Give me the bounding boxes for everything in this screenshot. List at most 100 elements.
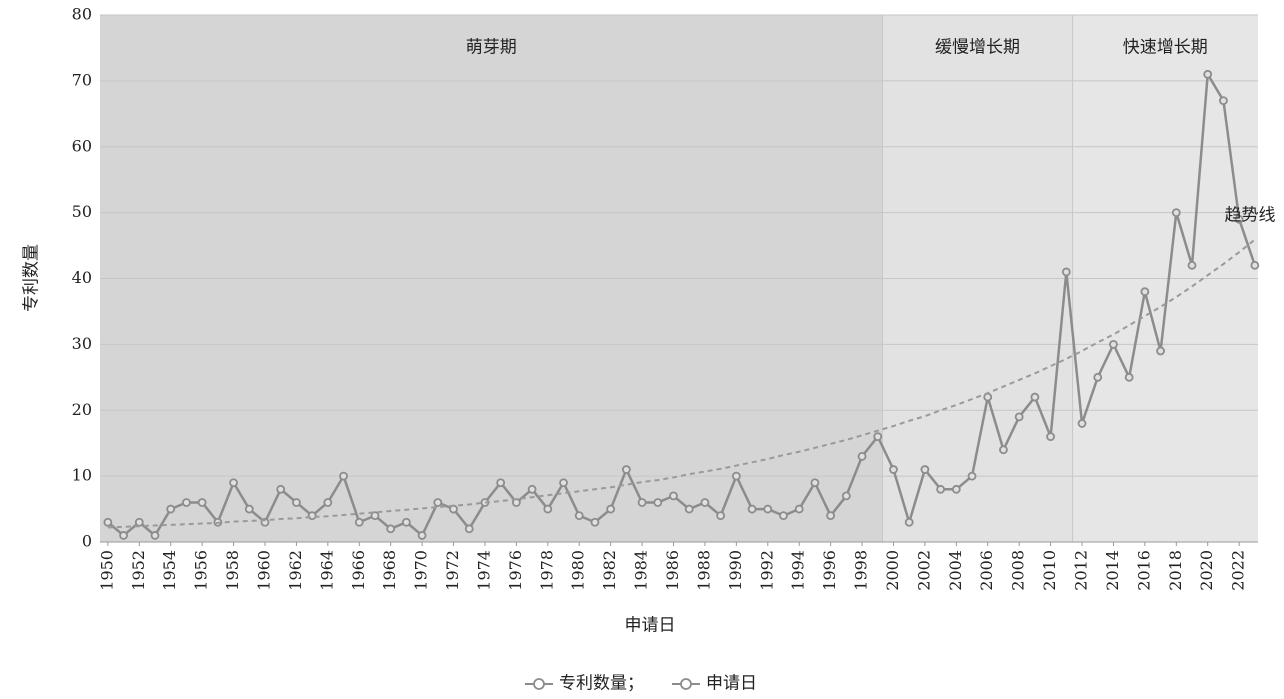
data-point bbox=[621, 465, 631, 474]
y-tick-label: 20 bbox=[72, 400, 92, 419]
x-tick-label: 2014 bbox=[1103, 550, 1122, 591]
phase-label: 快速增长期 bbox=[1123, 38, 1208, 58]
x-tick-label: 1982 bbox=[600, 550, 619, 591]
y-tick-label: 70 bbox=[72, 70, 92, 89]
data-point bbox=[1171, 208, 1181, 218]
data-point bbox=[637, 498, 647, 507]
data-point bbox=[464, 524, 474, 534]
data-point bbox=[229, 478, 238, 488]
x-tick-label: 1954 bbox=[160, 550, 179, 591]
data-point bbox=[1234, 214, 1244, 224]
data-point bbox=[669, 491, 678, 501]
data-point bbox=[653, 498, 663, 507]
data-point bbox=[386, 524, 396, 534]
data-point bbox=[999, 445, 1008, 455]
legend-marker bbox=[533, 678, 545, 690]
data-point bbox=[370, 511, 380, 521]
x-tick-label: 1992 bbox=[757, 550, 776, 591]
phase-label: 缓慢增长期 bbox=[935, 37, 1020, 58]
x-tick-label: 2010 bbox=[1040, 550, 1059, 591]
data-point bbox=[841, 491, 851, 501]
x-tick-label: 2004 bbox=[946, 550, 965, 591]
x-tick-label: 2008 bbox=[1009, 550, 1028, 591]
data-point bbox=[826, 511, 836, 521]
data-point bbox=[1014, 412, 1024, 422]
data-point bbox=[810, 478, 820, 488]
x-tick-label: 1974 bbox=[474, 550, 493, 591]
x-tick-label: 2002 bbox=[914, 550, 933, 591]
data-point bbox=[1046, 432, 1055, 442]
x-tick-label: 1988 bbox=[694, 550, 713, 591]
data-point bbox=[873, 432, 883, 442]
data-point bbox=[134, 517, 144, 527]
data-point bbox=[1187, 260, 1197, 270]
x-tick-label: 2020 bbox=[1197, 550, 1216, 591]
data-point bbox=[794, 504, 804, 514]
phase-label: 萌芽期 bbox=[466, 38, 517, 58]
data-point bbox=[590, 517, 600, 527]
x-tick-label: 1972 bbox=[443, 550, 462, 591]
data-point bbox=[339, 471, 348, 481]
data-point bbox=[1140, 287, 1150, 297]
x-tick-label: 1998 bbox=[852, 550, 871, 591]
x-tick-label: 1966 bbox=[349, 550, 368, 591]
data-point bbox=[920, 465, 930, 474]
data-point bbox=[417, 531, 427, 540]
trend-label: 趋势线 bbox=[1225, 206, 1276, 226]
data-point bbox=[763, 504, 773, 514]
data-point bbox=[731, 471, 741, 481]
data-point bbox=[700, 498, 710, 507]
data-point bbox=[323, 498, 333, 507]
data-point bbox=[1109, 339, 1118, 349]
data-point bbox=[543, 504, 553, 514]
data-point bbox=[292, 498, 301, 507]
y-axis-label: 专利数量 bbox=[22, 244, 42, 312]
data-point bbox=[779, 511, 788, 521]
x-tick-label: 1970 bbox=[412, 550, 431, 591]
y-tick-label: 40 bbox=[72, 268, 92, 287]
x-tick-label: 1978 bbox=[537, 550, 556, 591]
x-tick-label: 2000 bbox=[883, 550, 902, 591]
data-point bbox=[574, 511, 584, 521]
data-point bbox=[182, 498, 191, 507]
data-point bbox=[496, 478, 506, 488]
x-tick-label: 2016 bbox=[1134, 550, 1153, 591]
data-point bbox=[747, 504, 757, 514]
y-tick-label: 50 bbox=[72, 202, 92, 221]
trend-line bbox=[107, 238, 1256, 529]
data-point bbox=[1156, 346, 1165, 356]
legend-label: 专利数量； bbox=[559, 674, 644, 694]
y-tick-label: 80 bbox=[72, 5, 92, 24]
data-point bbox=[1061, 267, 1071, 277]
x-tick-label: 1950 bbox=[97, 550, 116, 591]
y-tick-label: 60 bbox=[72, 136, 92, 155]
data-point bbox=[150, 531, 160, 540]
data-point bbox=[1219, 96, 1228, 106]
data-point bbox=[889, 465, 898, 474]
data-point bbox=[1093, 372, 1103, 382]
data-point bbox=[857, 451, 867, 461]
x-tick-label: 1990 bbox=[726, 550, 745, 591]
data-point bbox=[166, 504, 176, 514]
data-point bbox=[967, 471, 977, 481]
y-tick-label: 0 bbox=[82, 532, 92, 551]
x-tick-label: 1986 bbox=[663, 550, 682, 591]
data-point bbox=[1250, 260, 1260, 270]
data-point bbox=[904, 517, 914, 527]
x-tick-label: 2012 bbox=[1072, 550, 1091, 591]
data-point bbox=[1124, 372, 1134, 382]
data-point bbox=[119, 531, 128, 540]
data-point bbox=[244, 504, 254, 514]
x-axis-label: 申请日 bbox=[625, 616, 676, 636]
x-tick-label: 1968 bbox=[380, 550, 399, 591]
data-point bbox=[103, 517, 113, 527]
data-point bbox=[1030, 392, 1040, 402]
data-point bbox=[276, 484, 286, 494]
data-point bbox=[401, 517, 411, 527]
x-tick-label: 1962 bbox=[286, 550, 305, 591]
data-point bbox=[197, 498, 207, 507]
x-tick-label: 2022 bbox=[1229, 550, 1248, 591]
data-point bbox=[606, 504, 616, 514]
x-tick-label: 1958 bbox=[223, 550, 242, 591]
